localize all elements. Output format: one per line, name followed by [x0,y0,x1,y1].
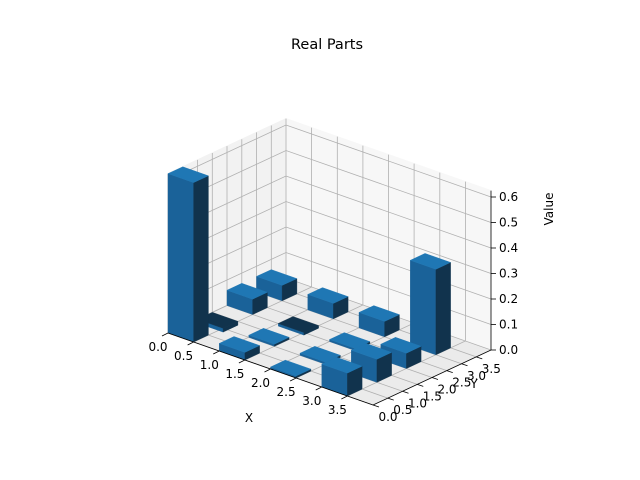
y-tick [461,363,468,367]
bar [248,328,290,347]
bar-top-face [269,359,312,377]
z-tick-label: 0.5 [499,216,518,230]
x-tick-label: 0.0 [148,340,167,354]
bar-top-face [277,316,320,333]
bar-top-face [218,336,261,353]
x-tick [238,359,246,364]
y-tick [402,390,409,394]
y-tick [446,370,453,374]
bar [255,269,298,302]
x-tick-label: 2.0 [251,376,270,390]
x-tick [213,350,220,355]
x-tick [315,386,322,391]
bar-front-face [167,173,194,343]
y-tick [476,356,483,360]
y-tick-label: 0.0 [378,410,397,424]
x-axis-label: X [245,411,253,425]
x-tick-label: 0.5 [174,349,193,363]
bar-top-face [380,337,422,354]
z-tick-label: 0.4 [499,241,518,255]
bar [269,359,312,379]
bars [167,166,452,397]
y-axis-label: Y [469,377,478,391]
y-tick-label: 1.0 [408,396,427,410]
x-tick [187,341,194,346]
y-tick-label: 2.0 [437,383,456,397]
x-tick [289,377,297,382]
bar [307,287,349,320]
x-tick-label: 3.0 [302,394,321,408]
axis-lines [161,190,496,408]
z-tick-label: 0.3 [499,267,518,281]
z-tick-label: 0.2 [499,292,518,306]
bar-top-face [409,253,452,270]
x-tick-label: 1.5 [225,367,244,381]
y-tick [431,377,439,380]
y-tick [372,404,380,408]
bar-top-face [307,287,349,304]
bar-top-face [248,328,290,345]
z-grid-line [167,124,492,198]
bar-top-face [358,305,400,322]
bar-top-face [328,332,371,349]
y-tick-label: 3.0 [467,369,486,383]
z-tick-label: 0.6 [499,190,518,204]
z-tick-label: 0.0 [499,343,518,357]
bar-side-face [193,175,209,343]
x-tick [341,395,348,400]
bar [380,337,422,369]
bar-top-face [226,283,268,300]
y-tick [387,397,394,401]
y-tick-label: 2.5 [452,376,471,390]
bar [321,356,363,397]
y-tick-label: 0.5 [393,403,412,417]
bar-top-face [255,269,298,286]
x-tick [161,332,169,337]
x-tick-label: 2.5 [277,385,296,399]
bar-top-face [350,343,393,360]
z-axis-label: Value [542,193,556,226]
x-tick [264,368,271,373]
y-tick-label: 1.5 [423,389,442,403]
x-tick-label: 3.5 [328,403,347,417]
x-tick-label: 1.0 [200,358,219,372]
bar [358,305,400,338]
bar [218,336,261,361]
bar [409,253,452,356]
bar [277,316,320,336]
bar [226,283,268,315]
bar-front-face [410,260,437,356]
y-tick-label: 3.5 [482,362,501,376]
chart-title: Real Parts [291,37,363,53]
z-tick-label: 0.1 [499,318,518,332]
bar [167,166,209,343]
bar-top-face [167,166,209,183]
bar-top-face [321,356,363,374]
y-tick [417,383,424,387]
tick-labels: 0.00.51.01.52.02.53.03.5 0.00.51.01.52.02… [148,190,518,424]
bar-side-face [435,262,451,356]
bar-top-face [299,346,341,363]
